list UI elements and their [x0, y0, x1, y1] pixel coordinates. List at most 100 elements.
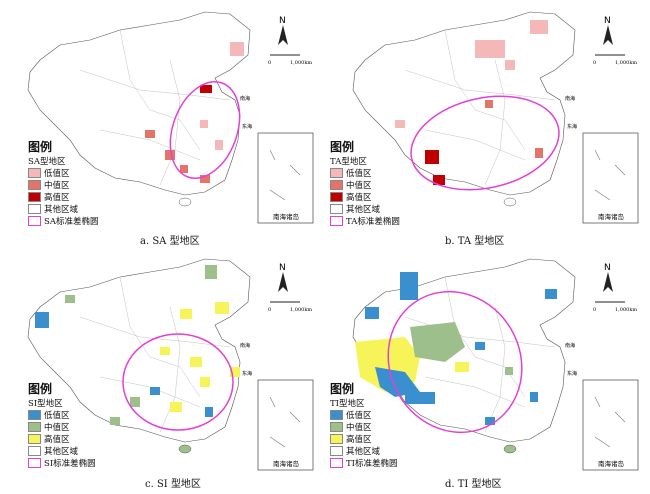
inset-dashes	[594, 396, 626, 448]
legend-label-ellipse: TA标准差椭圆	[346, 217, 400, 227]
scale-distance: 1,000km	[290, 307, 312, 313]
sea-label-south: 南海	[240, 95, 250, 102]
china-outline	[27, 11, 251, 196]
scale-zero: 0	[268, 307, 271, 313]
legend-label-ellipse: SA标准差椭圆	[44, 217, 99, 227]
choropleth-regions	[35, 265, 240, 425]
swatch-low	[28, 410, 41, 420]
choropleth-regions	[395, 20, 548, 185]
swatch-ellipse	[330, 216, 343, 226]
inset-frame	[257, 132, 314, 224]
map-panel-c: N 0 1,000km 南海 东海 南海诸岛 图例 SI型地区 低值区 中值区 …	[0, 247, 325, 494]
legend-label-other: 其他区域	[346, 447, 381, 457]
swatch-high	[28, 434, 41, 444]
std-ellipse	[387, 290, 523, 434]
panel-caption: b. TA 型地区	[445, 236, 505, 247]
legend-label-high: 高值区	[346, 193, 372, 203]
legend-label-high: 高值区	[44, 435, 70, 445]
scale-distance: 1,000km	[615, 60, 637, 66]
province-lines	[79, 29, 231, 186]
legend-label-other: 其他区域	[44, 205, 79, 215]
legend-row: 其他区域	[28, 445, 153, 457]
swatch-mid	[28, 422, 41, 432]
map-b: N 0 1,000km 南海 东海 南海诸岛	[352, 11, 639, 224]
province-lines	[404, 29, 556, 186]
legend: 图例 SA型地区 低值区 中值区 高值区 其他区域 SA标准差椭圆	[28, 138, 153, 227]
legend-row: 高值区	[28, 433, 153, 445]
legend-label-mid: 中值区	[44, 423, 70, 433]
sea-label-east: 东海	[242, 123, 252, 130]
north-arrow	[278, 272, 288, 292]
legend-row: 低值区	[330, 409, 455, 421]
sea-label-east: 东海	[242, 370, 252, 377]
legend-label-low: 低值区	[44, 169, 70, 179]
inset-dashes	[269, 149, 301, 201]
north-label: N	[604, 16, 611, 26]
legend-row: 高值区	[330, 433, 455, 445]
legend-title: 图例	[330, 140, 355, 154]
legend: 图例 TA型地区 低值区 中值区 高值区 其他区域 TA标准差椭圆	[330, 138, 455, 227]
inset-dashes	[269, 396, 301, 448]
north-arrow	[603, 25, 613, 45]
panel-caption: d. TI 型地区	[445, 479, 502, 490]
hainan-island	[503, 444, 517, 454]
legend-row: 高值区	[330, 191, 455, 203]
choropleth-regions	[145, 42, 244, 183]
scale-zero: 0	[593, 307, 596, 313]
hainan-island	[178, 444, 192, 454]
legend-row: SI标准差椭圆	[28, 457, 153, 469]
legend-label-low: 低值区	[346, 411, 372, 421]
swatch-high	[330, 434, 343, 444]
legend-row: 其他区域	[330, 203, 455, 215]
legend-label-mid: 中值区	[44, 181, 70, 191]
inset-frame	[582, 132, 639, 224]
inset-dashes	[594, 149, 626, 201]
panel-caption: a. SA 型地区	[140, 236, 200, 247]
legend-label-ellipse: SI标准差椭圆	[44, 459, 96, 469]
swatch-mid	[330, 422, 343, 432]
inset-frame	[582, 379, 639, 471]
map-panel-a: N 0 1,000km 南海 东海 南海诸岛 图例 SA型地区 低值区 中值区 …	[0, 0, 325, 247]
legend-row: 中值区	[330, 179, 455, 191]
map-d: N 0 1,000km 南海 东海 南海诸岛	[352, 258, 639, 471]
swatch-other	[28, 446, 41, 456]
north-arrow	[278, 25, 288, 45]
legend-row: TI标准差椭圆	[330, 457, 455, 469]
inset-frame	[257, 379, 314, 471]
std-ellipse	[122, 333, 234, 431]
swatch-mid	[28, 180, 41, 190]
inset-label: 南海诸岛	[598, 459, 624, 468]
sea-label-east: 东海	[567, 370, 577, 377]
legend: 图例 SI型地区 低值区 中值区 高值区 其他区域 SI标准差椭圆	[28, 380, 153, 469]
legend-row: 低值区	[28, 409, 153, 421]
china-outline	[352, 11, 576, 196]
map-panel-b: N 0 1,000km 南海 东海 南海诸岛 图例 TA型地区 低值区 中值区 …	[325, 0, 650, 247]
legend-row: 其他区域	[28, 203, 153, 215]
swatch-other	[28, 204, 41, 214]
scale-distance: 1,000km	[290, 60, 312, 66]
map-c: N 0 1,000km 南海 东海 南海诸岛	[27, 258, 314, 471]
legend-row: 高值区	[28, 191, 153, 203]
sea-label-south: 南海	[240, 342, 250, 349]
china-outline	[27, 258, 251, 443]
legend-title: 图例	[28, 382, 53, 396]
swatch-low	[330, 168, 343, 178]
swatch-other	[330, 204, 343, 214]
legend-title: 图例	[330, 382, 355, 396]
map-panel-d: N 0 1,000km 南海 东海 南海诸岛 图例 TI型地区 低值区 中值区 …	[325, 247, 650, 494]
std-ellipse	[169, 81, 241, 179]
north-label: N	[604, 263, 611, 273]
hainan-island	[178, 197, 192, 207]
swatch-other	[330, 446, 343, 456]
swatch-high	[330, 192, 343, 202]
legend-type-label: SI型地区	[28, 399, 63, 409]
legend: 图例 TI型地区 低值区 中值区 高值区 其他区域 TI标准差椭圆	[330, 380, 455, 469]
choropleth-regions	[355, 272, 557, 425]
swatch-low	[330, 410, 343, 420]
sea-label-south: 南海	[565, 95, 575, 102]
inset-label: 南海诸岛	[598, 212, 624, 221]
legend-label-high: 高值区	[44, 193, 70, 203]
legend-label-high: 高值区	[346, 435, 372, 445]
swatch-high	[28, 192, 41, 202]
north-arrow	[603, 272, 613, 292]
